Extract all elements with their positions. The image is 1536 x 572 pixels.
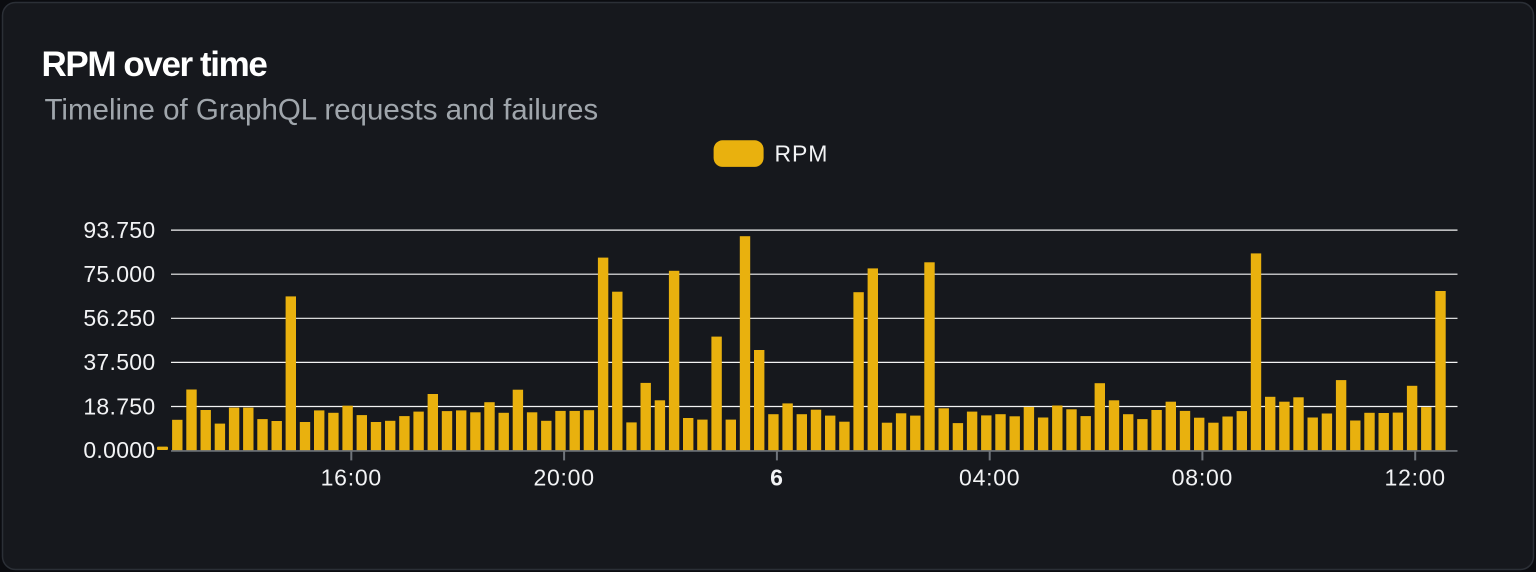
svg-text:Timeline of GraphQL requests a: Timeline of GraphQL requests and failure… — [45, 94, 599, 127]
svg-text:16:00: 16:00 — [321, 465, 382, 491]
svg-text:56.250: 56.250 — [83, 305, 155, 331]
svg-text:20:00: 20:00 — [533, 465, 594, 491]
svg-text:37.500: 37.500 — [83, 349, 155, 375]
svg-text:0.0000: 0.0000 — [83, 437, 155, 463]
svg-text:6: 6 — [770, 465, 784, 491]
svg-text:75.000: 75.000 — [83, 261, 155, 287]
svg-text:RPM: RPM — [775, 141, 829, 167]
svg-text:93.750: 93.750 — [83, 217, 155, 243]
svg-text:08:00: 08:00 — [1172, 465, 1233, 491]
svg-text:RPM over time: RPM over time — [42, 45, 268, 84]
svg-text:04:00: 04:00 — [959, 465, 1020, 491]
svg-text:18.750: 18.750 — [83, 393, 155, 419]
svg-text:12:00: 12:00 — [1385, 465, 1446, 491]
